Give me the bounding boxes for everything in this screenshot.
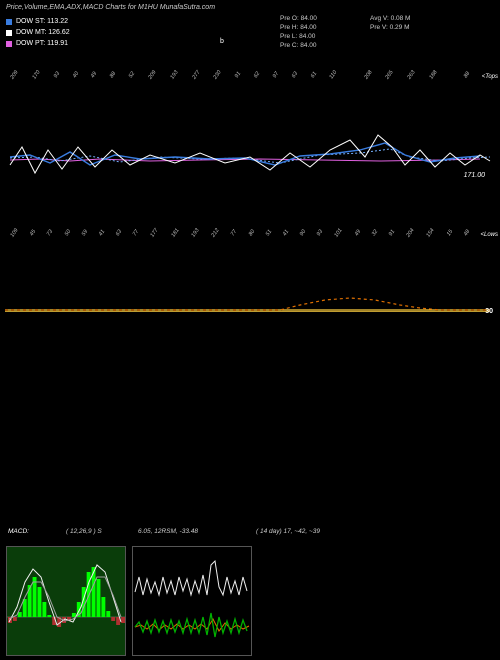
oscillator-box (132, 546, 252, 656)
price-chart: 171.00 (0, 95, 500, 215)
bottom-xlabels: 1094573505941637717718119321277805141909… (10, 230, 470, 236)
b-marker: b (220, 38, 224, 45)
side-tops-label: <Tops (482, 74, 498, 80)
info-column-ohlc: Pre O: 84.00 Pre H: 84.00 Pre L: 84.00 P… (280, 14, 317, 50)
info-avg-v: Avg V: 0.08 M (370, 14, 410, 23)
macd-histogram-box (6, 546, 126, 656)
macd-params2: 6.05, 12RSM, -33.48 (138, 528, 198, 535)
legend-block: DOW ST: 113.22 DOW MT: 126.62 DOW PT: 11… (6, 16, 70, 49)
info-pre-l: Pre L: 84.00 (280, 32, 317, 41)
price-ylabel: 171.00 (464, 172, 486, 179)
info-pre-o: Pre O: 84.00 (280, 14, 317, 23)
legend-dow-pt: DOW PT: 119.91 (6, 38, 70, 49)
legend-swatch-pt (6, 41, 12, 47)
mid-indicator-chart: 30 (0, 280, 500, 340)
legend-swatch-st (6, 19, 12, 25)
legend-swatch-mt (6, 30, 12, 36)
macd-params1: ( 12,26,9 ) S (66, 528, 102, 535)
mid-side-label: 30 (485, 308, 493, 315)
oscillator-svg (133, 547, 251, 655)
macd-params3: ( 14 day) 17, ~42, ~39 (256, 528, 320, 535)
info-pre-c: Pre C: 84.00 (280, 41, 317, 50)
top-xlabels: 2091709340498852209193277230916297636111… (10, 72, 470, 78)
info-pre-v: Pre V: 0.29 M (370, 23, 410, 32)
legend-dow-mt: DOW MT: 126.62 (6, 27, 70, 38)
macd-label: MACD: (8, 528, 29, 535)
macd-labels-row: MACD: ( 12,26,9 ) S 6.05, 12RSM, -33.48 … (0, 528, 500, 540)
legend-label-pt: DOW PT: 119.91 (16, 38, 68, 49)
legend-label-mt: DOW MT: 126.62 (16, 27, 70, 38)
legend-label-st: DOW ST: 113.22 (16, 16, 68, 27)
info-column-volume: Avg V: 0.08 M Pre V: 0.29 M (370, 14, 410, 32)
macd-histogram-svg (7, 547, 125, 655)
info-pre-h: Pre H: 84.00 (280, 23, 317, 32)
legend-dow-st: DOW ST: 113.22 (6, 16, 70, 27)
side-lows-label: <Lows (480, 232, 498, 238)
bottom-axis-labels-panel: 1094573505941637717718119321277805141909… (0, 230, 500, 248)
chart-title: Price,Volume,EMA,ADX,MACD Charts for M1H… (6, 4, 215, 11)
top-axis-labels-panel: 2091709340498852209193277230916297636111… (0, 72, 500, 90)
